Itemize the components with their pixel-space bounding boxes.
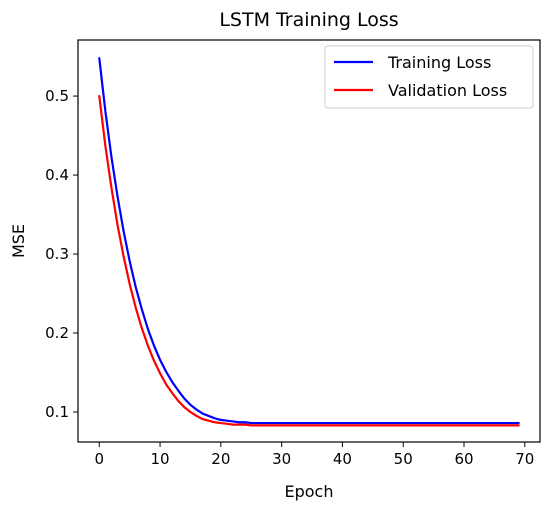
x-tick-label: 0 [95,450,105,468]
x-axis-ticks: 0 10 20 30 40 50 60 70 [95,442,534,468]
y-axis-ticks: 0.1 0.2 0.3 0.4 0.5 [45,87,78,421]
series-line-validation [98,94,520,427]
legend-label-validation: Validation Loss [388,81,507,100]
y-tick-label: 0.1 [45,403,69,421]
x-tick-label: 60 [454,450,473,468]
series-layer [98,57,520,427]
y-axis-label: MSE [9,224,28,258]
legend: Training Loss Validation Loss [324,45,534,109]
legend-label-training: Training Loss [387,53,491,72]
x-tick-label: 10 [151,450,170,468]
series-line-training [98,57,520,425]
x-tick-label: 30 [272,450,291,468]
y-tick-label: 0.3 [45,245,69,263]
chart-title: LSTM Training Loss [219,9,398,31]
plot-area [77,39,541,443]
y-tick-label: 0.5 [45,87,69,105]
x-tick-label: 50 [394,450,413,468]
x-tick-label: 40 [333,450,352,468]
x-tick-label: 70 [515,450,534,468]
legend-box [324,45,534,109]
x-tick-label: 20 [211,450,230,468]
y-tick-label: 0.2 [45,324,69,342]
y-tick-label: 0.4 [45,166,69,184]
x-axis-label: Epoch [285,482,334,501]
